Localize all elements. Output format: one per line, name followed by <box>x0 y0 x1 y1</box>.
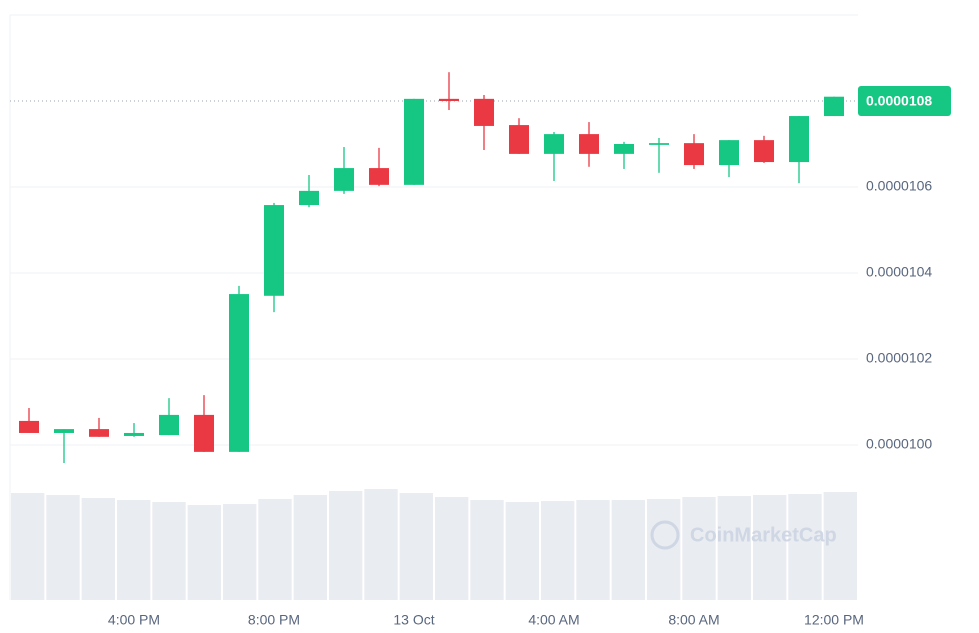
volume-bar <box>505 502 539 600</box>
candle-body <box>369 168 389 185</box>
volume-bar <box>293 495 327 600</box>
volume-bar <box>11 493 45 600</box>
volume-bar <box>364 489 398 600</box>
candle-body <box>89 429 109 437</box>
last-price-label: 0.0000108 <box>866 93 932 109</box>
candle-body <box>509 125 529 154</box>
volume-bar <box>258 499 292 600</box>
watermark-text: CoinMarketCap <box>690 524 837 546</box>
volume-bar <box>647 499 681 600</box>
candle-body <box>124 432 144 436</box>
volume-bar <box>329 491 363 600</box>
candle-body <box>719 140 739 166</box>
candle-body <box>614 144 634 154</box>
candle-body <box>334 168 354 191</box>
volume-bar <box>399 493 433 600</box>
x-tick-label: 8:00 AM <box>668 612 719 628</box>
y-tick-label: 0.0000106 <box>866 178 932 194</box>
candle-body <box>754 140 774 163</box>
volume-bar <box>611 500 645 600</box>
candle-body <box>19 420 39 433</box>
candle-body <box>264 205 284 296</box>
volume-bar <box>117 500 151 600</box>
candle-body <box>194 414 214 452</box>
y-tick-label: 0.0000100 <box>866 436 932 452</box>
volume-bar <box>576 500 610 600</box>
candle-body <box>824 96 844 117</box>
candle-body <box>299 190 319 206</box>
volume-bar <box>541 501 575 600</box>
candle-body <box>474 98 494 126</box>
volume-bar <box>470 500 504 600</box>
y-tick-label: 0.0000102 <box>866 350 932 366</box>
x-tick-label: 13 Oct <box>393 612 434 628</box>
watermark-logo <box>650 520 680 550</box>
volume-bar <box>717 496 751 600</box>
volume-bar <box>823 492 857 600</box>
volume-bar <box>753 495 787 600</box>
x-tick-label: 4:00 AM <box>528 612 579 628</box>
volume-bar <box>46 495 80 600</box>
volume-bar <box>682 497 716 600</box>
candle-body <box>649 143 669 145</box>
watermark: CoinMarketCap <box>650 520 837 550</box>
candle-body <box>439 98 459 101</box>
volume-bar <box>223 504 257 600</box>
volume-bar <box>81 498 115 600</box>
last-price-box <box>858 86 951 116</box>
y-tick-label: 0.0000104 <box>866 264 932 280</box>
candle-body <box>404 98 424 185</box>
candle-body <box>54 429 74 433</box>
candle-body <box>579 134 599 154</box>
x-tick-label: 4:00 PM <box>108 612 160 628</box>
volume-bar <box>788 494 822 600</box>
candle-body <box>544 134 564 154</box>
candle-body <box>789 116 809 163</box>
volume-bar <box>435 497 469 600</box>
candle-body <box>684 143 704 166</box>
candle-body <box>229 294 249 452</box>
volume-bar <box>187 505 221 600</box>
x-tick-label: 8:00 PM <box>248 612 300 628</box>
volume-bar <box>152 502 186 600</box>
candle-body <box>159 414 179 436</box>
x-tick-label: 12:00 PM <box>804 612 864 628</box>
